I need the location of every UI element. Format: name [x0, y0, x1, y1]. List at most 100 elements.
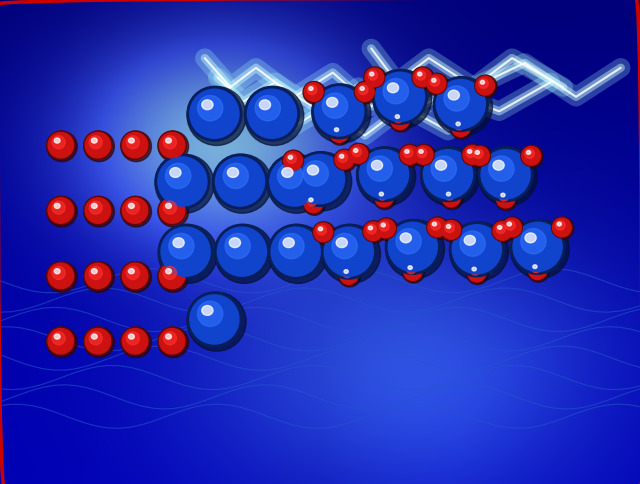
Ellipse shape: [442, 221, 461, 239]
Ellipse shape: [121, 327, 149, 355]
Ellipse shape: [521, 146, 543, 168]
Ellipse shape: [476, 76, 495, 95]
Ellipse shape: [85, 198, 111, 223]
Ellipse shape: [495, 188, 518, 211]
Ellipse shape: [552, 217, 572, 238]
Ellipse shape: [313, 222, 335, 244]
Ellipse shape: [474, 149, 483, 159]
Ellipse shape: [303, 193, 326, 215]
Ellipse shape: [496, 224, 506, 234]
Ellipse shape: [492, 221, 513, 241]
Ellipse shape: [557, 222, 561, 226]
Ellipse shape: [283, 151, 305, 173]
Ellipse shape: [552, 218, 572, 237]
Ellipse shape: [355, 83, 374, 101]
Ellipse shape: [313, 222, 333, 242]
Ellipse shape: [187, 292, 242, 347]
Ellipse shape: [463, 146, 482, 164]
Ellipse shape: [214, 225, 274, 284]
Ellipse shape: [396, 228, 421, 254]
Ellipse shape: [385, 219, 440, 274]
Ellipse shape: [419, 150, 423, 153]
Ellipse shape: [163, 136, 177, 149]
Ellipse shape: [481, 80, 484, 84]
Ellipse shape: [445, 191, 454, 200]
Ellipse shape: [283, 151, 303, 171]
Ellipse shape: [449, 222, 504, 277]
Ellipse shape: [374, 187, 396, 210]
Ellipse shape: [334, 150, 356, 172]
Ellipse shape: [84, 197, 115, 227]
Ellipse shape: [129, 269, 134, 274]
Ellipse shape: [466, 148, 476, 158]
Ellipse shape: [376, 218, 398, 241]
Ellipse shape: [169, 233, 194, 258]
Ellipse shape: [159, 263, 185, 288]
Ellipse shape: [307, 165, 319, 175]
Ellipse shape: [427, 217, 449, 240]
Ellipse shape: [521, 146, 541, 166]
Ellipse shape: [47, 131, 75, 159]
Ellipse shape: [187, 86, 242, 141]
Ellipse shape: [334, 150, 355, 170]
Ellipse shape: [369, 226, 372, 230]
Ellipse shape: [307, 197, 317, 206]
Ellipse shape: [428, 218, 447, 237]
Ellipse shape: [158, 197, 189, 227]
Ellipse shape: [364, 67, 387, 90]
Ellipse shape: [352, 147, 362, 157]
Ellipse shape: [303, 82, 324, 102]
Ellipse shape: [187, 292, 246, 351]
Ellipse shape: [339, 265, 361, 287]
Ellipse shape: [85, 133, 111, 158]
Ellipse shape: [122, 198, 148, 223]
Ellipse shape: [339, 265, 359, 285]
Ellipse shape: [158, 225, 218, 284]
Ellipse shape: [412, 67, 433, 88]
Ellipse shape: [348, 144, 371, 166]
Ellipse shape: [255, 95, 280, 121]
Ellipse shape: [495, 188, 516, 209]
Ellipse shape: [467, 263, 486, 282]
Ellipse shape: [309, 198, 313, 202]
Ellipse shape: [92, 138, 97, 143]
Ellipse shape: [158, 157, 207, 206]
Ellipse shape: [292, 152, 352, 211]
Ellipse shape: [282, 167, 293, 178]
Ellipse shape: [420, 147, 480, 206]
Ellipse shape: [296, 154, 344, 204]
Ellipse shape: [47, 327, 77, 358]
Ellipse shape: [214, 224, 269, 279]
Ellipse shape: [510, 220, 570, 279]
Ellipse shape: [390, 110, 412, 132]
Ellipse shape: [427, 75, 446, 93]
Ellipse shape: [433, 77, 493, 136]
Ellipse shape: [84, 131, 112, 159]
Ellipse shape: [413, 68, 432, 87]
Ellipse shape: [441, 187, 461, 208]
Ellipse shape: [161, 227, 210, 276]
Ellipse shape: [441, 220, 461, 240]
Ellipse shape: [360, 150, 408, 199]
Ellipse shape: [126, 332, 140, 345]
Ellipse shape: [451, 117, 471, 137]
Ellipse shape: [47, 197, 75, 225]
Ellipse shape: [244, 87, 304, 146]
Ellipse shape: [502, 217, 524, 240]
Ellipse shape: [525, 149, 534, 159]
Ellipse shape: [430, 77, 440, 86]
Ellipse shape: [122, 263, 148, 288]
Ellipse shape: [218, 227, 266, 276]
Ellipse shape: [121, 197, 149, 225]
Ellipse shape: [368, 71, 378, 80]
Ellipse shape: [370, 72, 374, 76]
Ellipse shape: [489, 156, 514, 182]
Ellipse shape: [158, 131, 186, 159]
Ellipse shape: [417, 148, 427, 158]
Ellipse shape: [426, 74, 449, 96]
Ellipse shape: [462, 145, 483, 165]
Ellipse shape: [84, 262, 112, 290]
Ellipse shape: [508, 222, 511, 226]
Ellipse shape: [198, 95, 223, 121]
Ellipse shape: [460, 231, 485, 257]
